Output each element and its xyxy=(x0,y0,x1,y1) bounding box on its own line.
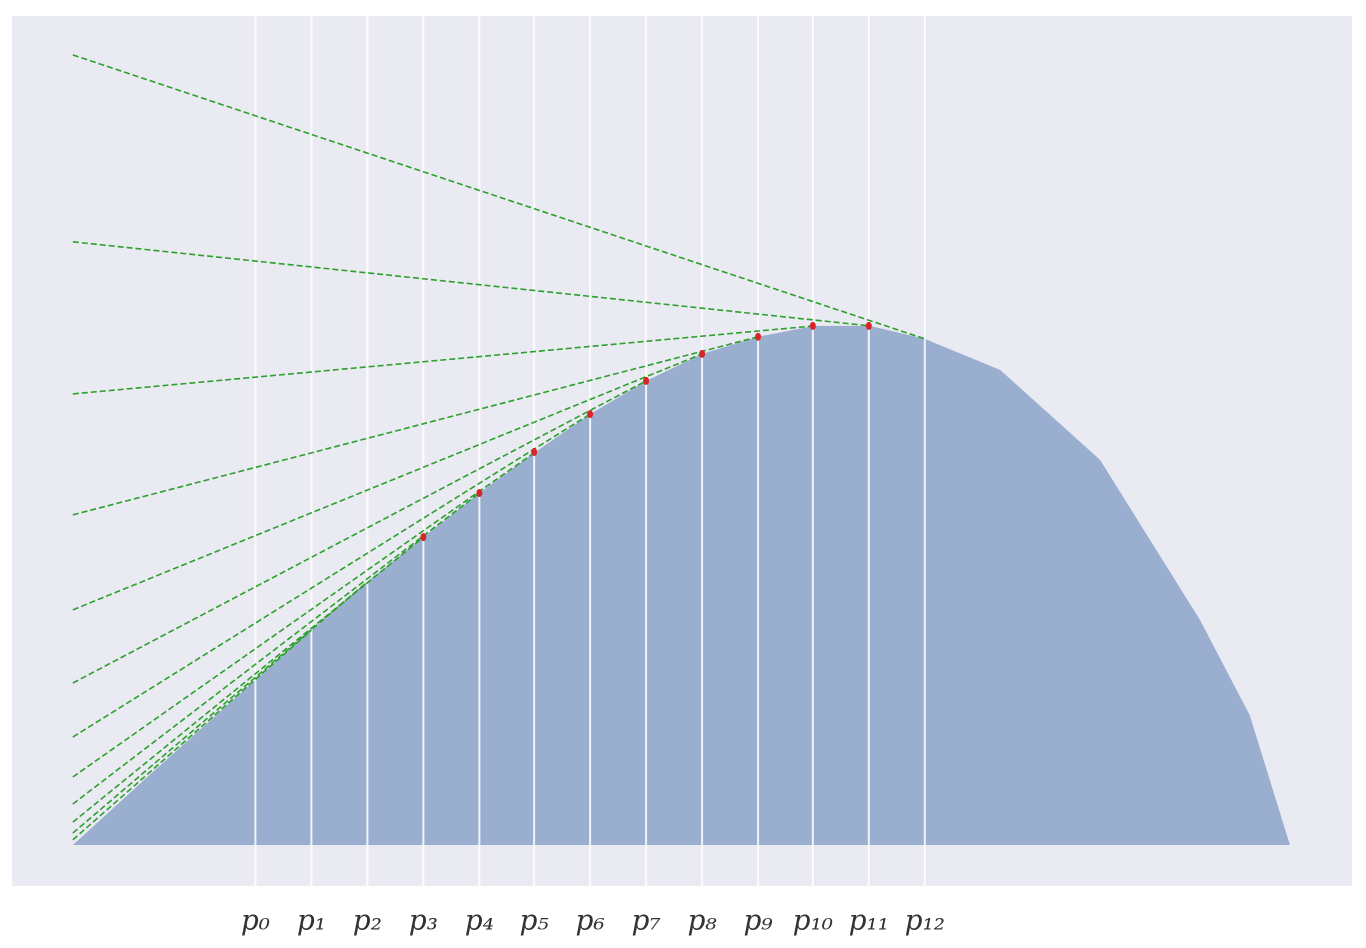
x-tick-label: p₈ xyxy=(688,904,718,937)
dashed-line xyxy=(72,54,926,340)
dashed-line xyxy=(72,413,591,738)
point xyxy=(865,321,872,330)
point xyxy=(476,489,483,498)
x-tick-label: p₆ xyxy=(576,904,605,937)
area xyxy=(72,325,1290,845)
x-tick-label: p₂ xyxy=(353,904,382,937)
x-tick-label: p₉ xyxy=(743,904,773,937)
x-tick-label: p₃ xyxy=(409,904,438,937)
point xyxy=(809,321,816,330)
point xyxy=(699,349,706,358)
dashed-line xyxy=(72,353,703,611)
dashed-line xyxy=(72,336,759,516)
x-tick-label: p₀ xyxy=(241,904,270,937)
dashed-line xyxy=(72,492,480,805)
point xyxy=(755,332,762,341)
x-tick-label: p₁₁ xyxy=(849,904,889,937)
dashed-line xyxy=(72,581,368,834)
x-tick-label: p₄ xyxy=(465,904,494,937)
point xyxy=(420,533,427,542)
dashed-line xyxy=(72,451,536,778)
x-tick-label: p₁₂ xyxy=(905,904,945,937)
x-tick-label: p₇ xyxy=(632,904,661,937)
x-tick-label: p₅ xyxy=(520,904,549,937)
point xyxy=(531,448,538,457)
dashed-line xyxy=(72,536,424,823)
dashed-line xyxy=(72,629,312,841)
point xyxy=(587,410,594,419)
point xyxy=(643,376,650,385)
dashed-line xyxy=(72,325,815,395)
x-tick-label: p₁₀ xyxy=(793,904,833,937)
x-tick-label: p₁ xyxy=(297,904,326,937)
dashed-line xyxy=(72,241,871,327)
